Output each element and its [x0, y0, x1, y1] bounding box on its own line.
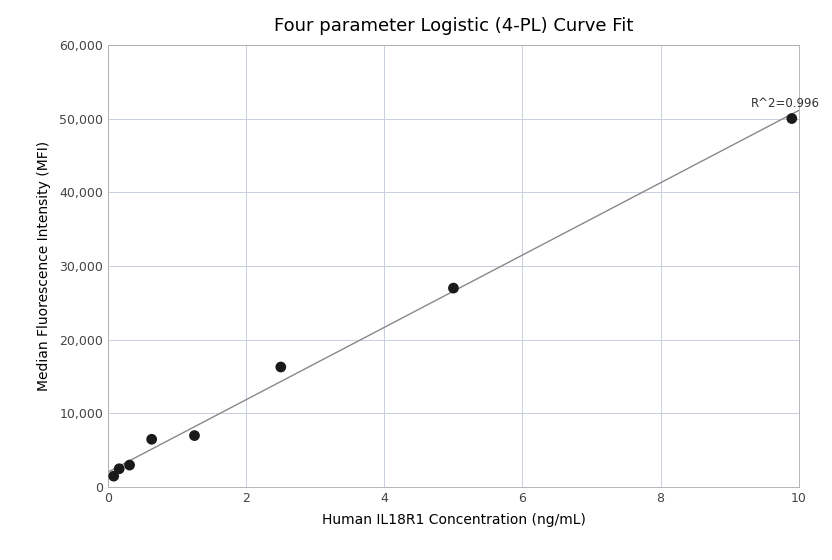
Point [123, 460, 136, 469]
Point [107, 472, 121, 480]
Point [112, 464, 126, 473]
Title: Four parameter Logistic (4-PL) Curve Fit: Four parameter Logistic (4-PL) Curve Fit [274, 17, 633, 35]
X-axis label: Human IL18R1 Concentration (ng/mL): Human IL18R1 Concentration (ng/mL) [321, 514, 586, 528]
Text: R^2=0.996: R^2=0.996 [750, 97, 820, 110]
Point [188, 431, 201, 440]
Point [785, 114, 799, 123]
Point [275, 362, 288, 371]
Point [447, 283, 460, 292]
Y-axis label: Median Fluorescence Intensity (MFI): Median Fluorescence Intensity (MFI) [37, 141, 51, 391]
Point [145, 435, 158, 444]
